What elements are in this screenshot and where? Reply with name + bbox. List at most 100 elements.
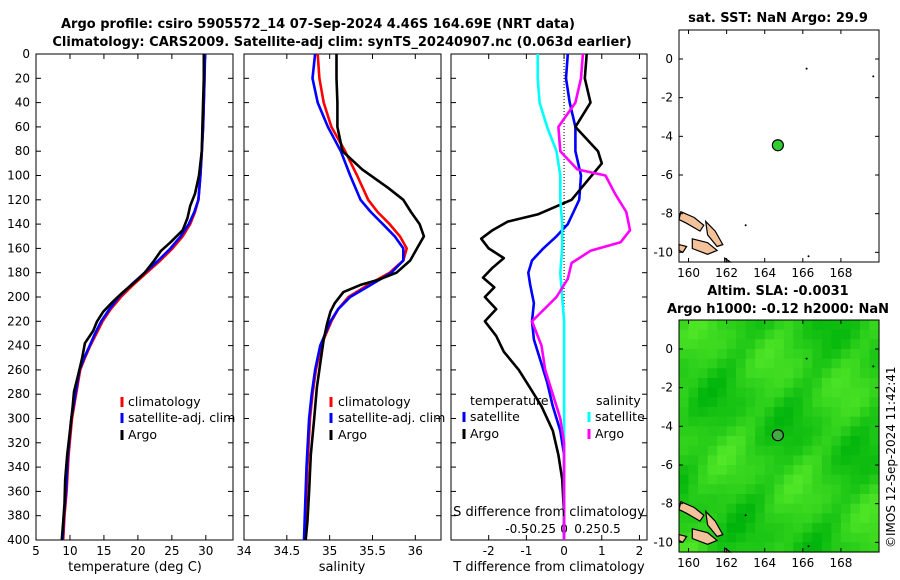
sla-cell	[755, 407, 766, 418]
figure-title-line1: Argo profile: csiro 5905572_14 07-Sep-20…	[61, 17, 575, 32]
salinity-xlabel: salinity	[319, 560, 366, 575]
sla-cell	[764, 339, 775, 350]
sla-cell	[774, 465, 785, 476]
sla-cell	[802, 465, 813, 476]
land-island	[691, 238, 719, 255]
sla-cell	[755, 320, 766, 331]
sla-cell	[726, 445, 737, 456]
sla-cell	[764, 474, 775, 485]
sla-cell	[707, 494, 718, 505]
y-tick-label: 20	[15, 71, 30, 85]
sla-cell	[850, 416, 861, 427]
legend-label-climatology: climatology	[128, 394, 201, 409]
sla-cell	[698, 397, 709, 408]
sla-cell	[821, 407, 832, 418]
sla-cell	[860, 339, 871, 350]
difference-legend: temperature satellite Argo salinity sate…	[470, 393, 645, 441]
sla-cell	[812, 445, 823, 456]
sla-cell	[840, 329, 851, 340]
sla-cell	[726, 416, 737, 427]
sla-cell	[840, 542, 851, 553]
sla-cell	[755, 387, 766, 398]
y-tick-label: 80	[15, 144, 30, 158]
sla-cell	[698, 484, 709, 495]
plot-frame	[243, 53, 442, 541]
sla-cell	[860, 494, 871, 505]
sla-cell	[840, 532, 851, 543]
sla-cell	[688, 339, 699, 350]
sla-cell	[831, 436, 842, 447]
sla-cell	[745, 320, 756, 331]
sla-cell	[745, 349, 756, 360]
map-x-tick-label: 160	[677, 266, 700, 280]
sla-cell	[783, 494, 794, 505]
sla-cell	[755, 503, 766, 514]
map-y-tick-label: -8	[661, 207, 673, 221]
sla-cell	[679, 358, 690, 369]
sla-cell	[850, 329, 861, 340]
sla-cell	[755, 368, 766, 379]
sla-cell	[850, 339, 861, 350]
sla-cell	[774, 542, 785, 553]
sla-cell	[840, 503, 851, 514]
sla-cell	[726, 484, 737, 495]
sla-cell	[679, 320, 690, 331]
sla-cell	[745, 329, 756, 340]
sla-cell	[688, 436, 699, 447]
sla-cell	[831, 465, 842, 476]
legend-label-t-argo: Argo	[470, 426, 499, 441]
sla-cell	[688, 349, 699, 360]
sla-cell	[783, 358, 794, 369]
sla-cell	[726, 397, 737, 408]
sla-cell	[679, 523, 690, 534]
sla-cell	[774, 445, 785, 456]
y-tick-label: 300	[7, 412, 30, 426]
sla-cell	[726, 378, 737, 389]
sla-cell	[698, 455, 709, 466]
sla-cell	[764, 523, 775, 534]
sla-cell	[860, 397, 871, 408]
sla-cell	[860, 455, 871, 466]
sla-cell	[679, 407, 690, 418]
sla-cell	[783, 416, 794, 427]
sla-cell	[698, 465, 709, 476]
y-tick-label: 260	[7, 363, 30, 377]
sla-cell	[869, 349, 880, 360]
sla-cell	[698, 436, 709, 447]
sla-cell	[726, 523, 737, 534]
sla-cell	[840, 416, 851, 427]
sla-cell	[793, 339, 804, 350]
sla-cell	[840, 320, 851, 331]
sla-cell	[698, 387, 709, 398]
land-islet	[744, 514, 747, 517]
sla-cell	[774, 503, 785, 514]
argo-float-marker	[771, 139, 784, 152]
sla-cell	[850, 368, 861, 379]
sla-cell	[850, 349, 861, 360]
sla-cell	[717, 494, 728, 505]
land-islet	[805, 67, 808, 70]
legend-label-argo: Argo	[128, 427, 157, 442]
sla-cell	[764, 542, 775, 553]
difference-xlabel: T difference from climatology	[452, 560, 645, 575]
sla-cell	[764, 407, 775, 418]
map-y-tick-label: 0	[665, 342, 673, 356]
sla-cell	[755, 542, 766, 553]
sla-cell	[831, 513, 842, 524]
map-y-tick-label: -4	[661, 419, 673, 433]
sla-cell	[783, 513, 794, 524]
sla-cell	[850, 455, 861, 466]
sla-cell	[774, 484, 785, 495]
sla-cell	[869, 465, 880, 476]
sla-cell	[707, 426, 718, 437]
sla-cell	[793, 368, 804, 379]
sla-cell	[755, 532, 766, 543]
sla-cell	[821, 358, 832, 369]
sla-cell	[774, 416, 785, 427]
sla-cell	[821, 513, 832, 524]
sla-cell	[812, 320, 823, 331]
sla-cell	[783, 465, 794, 476]
sla-cell	[764, 445, 775, 456]
sla-cell	[688, 465, 699, 476]
temperature-xlabel: temperature (deg C)	[68, 560, 202, 575]
